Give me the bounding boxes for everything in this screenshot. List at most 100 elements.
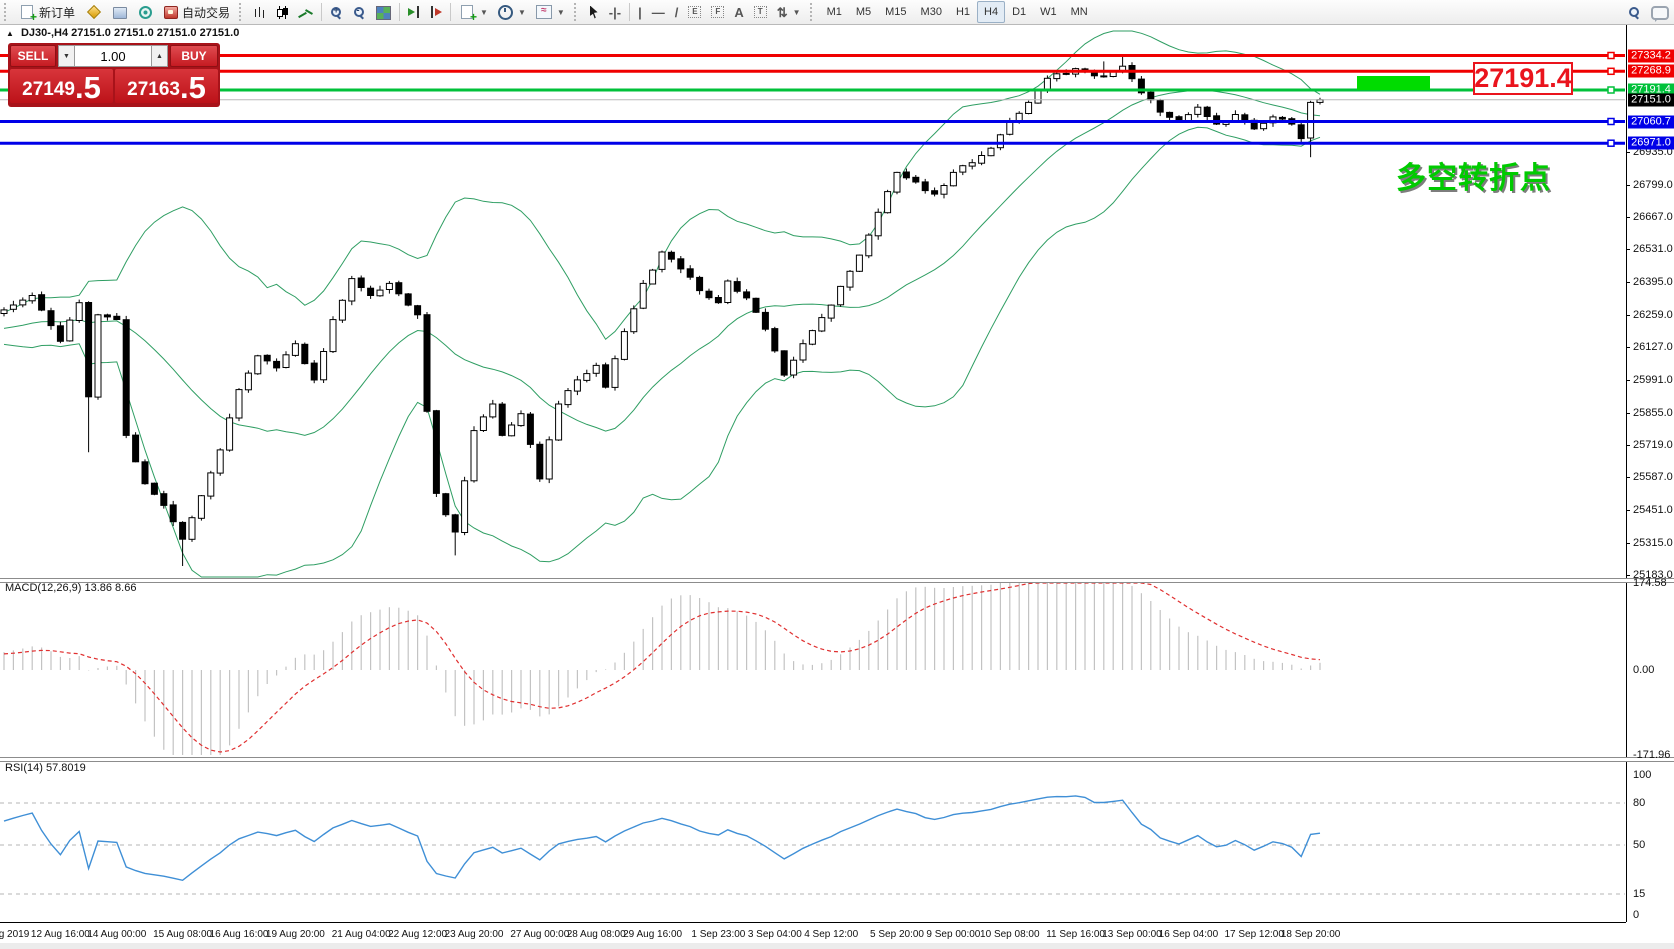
rsi-axis-label: 15 (1633, 888, 1646, 900)
price-callout-label[interactable]: 27191.4 (1473, 62, 1573, 95)
timeframe-h1[interactable]: H1 (949, 1, 977, 23)
new-chart-button[interactable]: ▼ (454, 1, 493, 23)
rsi-axis-label: 0 (1633, 909, 1640, 921)
buy-price[interactable]: 27163 .5 (115, 69, 218, 103)
line-chart-button[interactable] (294, 1, 318, 23)
price-tick-label: 26127.0 (1633, 340, 1673, 353)
periods-button[interactable]: ▼ (493, 1, 531, 23)
pane-splitter[interactable] (0, 578, 1674, 583)
candle-up (244, 372, 252, 391)
volume-decrease-button[interactable]: ▼ (58, 45, 75, 67)
timeframe-h4[interactable]: H4 (977, 1, 1006, 23)
price-tick-label: 26667.0 (1633, 210, 1673, 223)
toolbar-grip[interactable] (239, 3, 246, 21)
timeframe-w1[interactable]: W1 (1033, 1, 1064, 23)
tile-windows-button[interactable] (371, 1, 396, 23)
candle-down (1062, 72, 1070, 75)
candle-down (602, 364, 610, 388)
equidistant-channel-icon: E (688, 6, 702, 18)
candle-down (733, 281, 741, 292)
arrows-tool-button[interactable]: ⇅ ▼ (772, 1, 806, 23)
templates-button[interactable]: ≈ ▼ (531, 1, 570, 23)
candle-up (385, 282, 393, 290)
rsi-indicator-label: RSI(14) 57.8019 (5, 762, 86, 774)
candle-down (1147, 91, 1155, 101)
green-highlight-box (1357, 76, 1430, 90)
time-axis-label: 4 Sep 12:00 (804, 929, 859, 940)
channel-tool-button[interactable]: E (683, 1, 706, 23)
candle-down (150, 482, 158, 495)
new-order-button[interactable]: 新订单 (14, 1, 80, 23)
price-tick-mark (1626, 542, 1630, 544)
navigator-icon (139, 5, 153, 19)
collapse-arrow-icon[interactable]: ▲ (6, 29, 14, 38)
price-tick-mark (1626, 477, 1630, 479)
chinese-annotation-text[interactable]: 多空转折点 (1396, 162, 1551, 195)
auto-trading-button[interactable]: 自动交易 (159, 1, 235, 23)
toolbar-grip[interactable] (809, 3, 817, 21)
bar-chart-button[interactable] (249, 1, 271, 23)
zoom-in-button[interactable]: + (325, 1, 348, 23)
toolbar-grip[interactable] (4, 3, 11, 21)
price-tick-mark (1626, 184, 1630, 186)
vertical-line-tool-button[interactable]: | (633, 1, 647, 23)
price-tick-mark (1626, 249, 1630, 251)
timeframe-m5[interactable]: M5 (849, 1, 878, 23)
candle-down (301, 343, 309, 365)
horizontal-line-tool-button[interactable]: — (647, 1, 670, 23)
data-window-button[interactable] (108, 1, 132, 23)
chart-canvas[interactable] (0, 25, 1674, 949)
buy-button[interactable]: BUY (170, 45, 218, 67)
buy-price-pips: .5 (179, 70, 206, 105)
price-tick-label: 25451.0 (1633, 504, 1673, 516)
price-tick-label: 25587.0 (1633, 471, 1673, 484)
trendline-tool-button[interactable]: / (670, 1, 684, 23)
auto-scroll-button[interactable] (403, 1, 425, 23)
cursor-tool-button[interactable] (584, 1, 604, 23)
market-watch-button[interactable] (80, 1, 108, 23)
volume-increase-button[interactable]: ▲ (151, 45, 168, 67)
candlestick-chart-button[interactable] (271, 1, 294, 23)
time-axis-label: 27 Aug 00:00 (510, 929, 570, 940)
candle-down (310, 362, 318, 381)
timeframe-m15[interactable]: M15 (878, 1, 913, 23)
time-axis-label: 3 Sep 04:00 (747, 929, 802, 940)
candle-up (197, 495, 205, 519)
pane-splitter[interactable] (0, 757, 1674, 762)
line-end-marker (1607, 86, 1615, 94)
price-badge: 27151.0 (1628, 93, 1674, 107)
search-button[interactable] (1623, 1, 1646, 23)
candle-up (1006, 121, 1014, 135)
candle-down (1241, 114, 1249, 122)
price-tick-mark (1626, 315, 1630, 316)
candle-down (705, 290, 713, 299)
price-tick-label: 26799.0 (1633, 178, 1673, 191)
candle-down (714, 297, 722, 304)
timeframe-mn[interactable]: MN (1064, 1, 1095, 23)
new-chart-icon (461, 5, 477, 23)
candle-up (573, 379, 581, 392)
chat-button[interactable] (1646, 1, 1674, 23)
volume-value[interactable]: 1.00 (75, 45, 151, 67)
fibonacci-tool-button[interactable]: F (706, 1, 729, 23)
price-tick-label: 26259.0 (1633, 309, 1673, 321)
zoom-out-button[interactable]: - (348, 1, 371, 23)
chart-shift-button[interactable] (425, 1, 447, 23)
text-tool-button[interactable]: A (729, 1, 748, 23)
crosshair-tool-button[interactable]: -|- (604, 1, 626, 23)
template-icon: ≈ (535, 5, 552, 19)
price-tick-label: 25991.0 (1633, 373, 1673, 386)
navigator-button[interactable] (132, 1, 159, 23)
candle-down (1156, 99, 1164, 113)
time-axis-label: 1 Sep 23:00 (691, 929, 746, 940)
sell-button[interactable]: SELL (10, 45, 56, 67)
time-axis-label: 13 Sep 00:00 (1102, 929, 1162, 940)
toolbar-grip[interactable] (573, 3, 581, 21)
candle-down (686, 268, 694, 278)
sell-price[interactable]: 27149 .5 (10, 69, 113, 103)
timeframe-d1[interactable]: D1 (1005, 1, 1033, 23)
text-label-tool-button[interactable]: T (749, 1, 772, 23)
timeframe-m30[interactable]: M30 (914, 1, 949, 23)
timeframe-m1[interactable]: M1 (820, 1, 849, 23)
one-click-trading-panel: SELL ▼ 1.00 ▲ BUY 27149 .5 27163 .5 (8, 43, 220, 107)
